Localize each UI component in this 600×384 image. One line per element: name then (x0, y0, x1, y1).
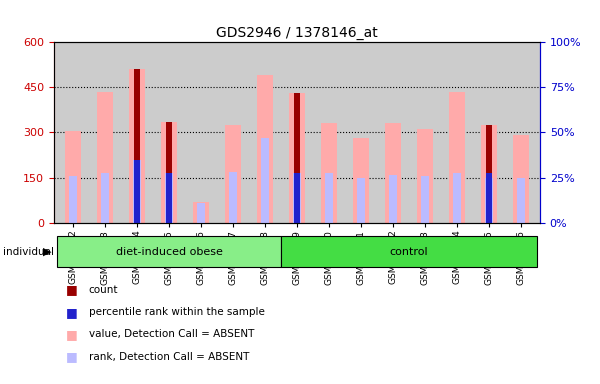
Text: ▶: ▶ (43, 247, 52, 257)
Text: ■: ■ (66, 283, 78, 296)
Text: rank, Detection Call = ABSENT: rank, Detection Call = ABSENT (89, 352, 249, 362)
Bar (165, 173, 173, 223)
Bar (353, 139, 369, 223)
Text: ■: ■ (66, 306, 78, 319)
Bar (65, 131, 81, 223)
Bar (261, 139, 269, 223)
Title: GDS2946 / 1378146_at: GDS2946 / 1378146_at (216, 26, 378, 40)
Text: percentile rank within the sample: percentile rank within the sample (89, 307, 265, 317)
Bar (321, 124, 337, 223)
Bar (453, 173, 461, 223)
Text: diet-induced obese: diet-induced obese (116, 247, 223, 257)
Bar (486, 125, 492, 223)
Bar (293, 173, 301, 223)
Bar (134, 70, 140, 223)
Bar (129, 70, 145, 223)
Bar (389, 175, 397, 223)
Bar (294, 93, 300, 223)
Bar (166, 173, 172, 223)
Bar (281, 236, 537, 267)
Bar (294, 173, 300, 223)
Bar (69, 176, 77, 223)
Text: ■: ■ (66, 350, 78, 363)
Bar (229, 172, 237, 223)
Bar (166, 122, 172, 223)
Bar (57, 236, 281, 267)
Bar (161, 122, 177, 223)
Text: control: control (389, 247, 428, 257)
Bar (513, 136, 529, 223)
Bar (257, 75, 273, 223)
Bar (225, 125, 241, 223)
Bar (193, 202, 209, 223)
Bar (421, 176, 429, 223)
Bar (385, 124, 401, 223)
Bar (485, 178, 493, 223)
Bar (133, 160, 141, 223)
Text: value, Detection Call = ABSENT: value, Detection Call = ABSENT (89, 329, 254, 339)
Bar (481, 125, 497, 223)
Bar (97, 92, 113, 223)
Bar (417, 129, 433, 223)
Bar (289, 93, 305, 223)
Text: individual: individual (3, 247, 54, 257)
Text: ■: ■ (66, 328, 78, 341)
Bar (486, 173, 492, 223)
Bar (517, 177, 525, 223)
Bar (357, 178, 365, 223)
Text: count: count (89, 285, 118, 295)
Bar (101, 173, 109, 223)
Bar (325, 173, 333, 223)
Bar (134, 160, 140, 223)
Bar (197, 203, 205, 223)
Bar (449, 92, 465, 223)
